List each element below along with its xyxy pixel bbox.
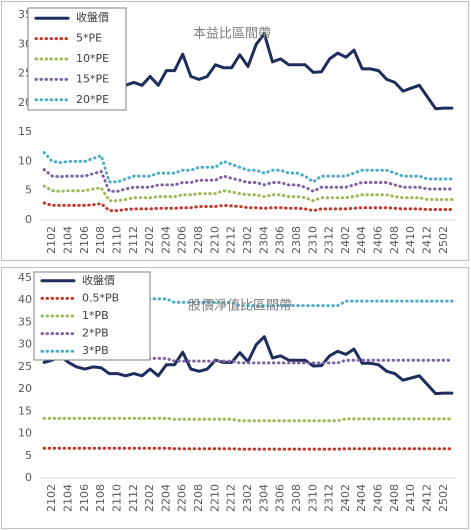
- y-tick-label: 15: [18, 125, 32, 138]
- x-tick-label: 2104: [62, 226, 75, 254]
- y-tick-label: 5: [25, 449, 32, 462]
- x-tick-label: 2210: [208, 484, 221, 512]
- series-line: [42, 446, 454, 451]
- x-tick-label: 2204: [159, 484, 172, 512]
- x-tick-label: 2108: [94, 484, 107, 512]
- x-tick-label: 2410: [404, 226, 417, 254]
- legend-box: [27, 7, 127, 111]
- x-tick-label: 2206: [176, 226, 189, 254]
- annotation: 本益比區間帶: [193, 27, 271, 42]
- x-tick-label: 2302: [241, 484, 254, 512]
- series-line: [42, 168, 454, 193]
- x-tick-label: 2102: [45, 226, 58, 254]
- x-tick-label: 2412: [420, 226, 433, 254]
- legend-label: 收盤價: [76, 10, 109, 24]
- legend-label: 3*PB: [82, 344, 109, 357]
- legend-label: 5*PE: [76, 32, 102, 45]
- x-tick-label: 2310: [306, 226, 319, 254]
- series-line: [42, 201, 454, 213]
- x-tick-label: 2408: [388, 226, 401, 254]
- x-tick-label: 2202: [143, 226, 156, 254]
- x-tick-label: 2410: [404, 484, 417, 512]
- x-tick-label: 2212: [225, 226, 238, 254]
- annotation: 股價淨值比區間帶: [188, 298, 292, 314]
- y-tick-label: 5: [25, 184, 32, 197]
- series-line: [42, 356, 454, 365]
- legend-label: 2*PB: [82, 327, 109, 340]
- x-tick-label: 2210: [208, 226, 221, 254]
- x-tick-label: 2404: [355, 226, 368, 254]
- x-tick-label: 2308: [290, 484, 303, 512]
- legend-label: 0.5*PB: [82, 291, 119, 304]
- y-tick-label: 15: [18, 404, 32, 417]
- x-tick-label: 2106: [78, 484, 91, 512]
- legend-label: 20*PE: [76, 93, 109, 106]
- y-tick-label: 20: [18, 382, 32, 395]
- x-tick-label: 2306: [274, 226, 287, 254]
- y-tick-label: 40: [18, 293, 32, 306]
- y-tick-label: 0: [25, 213, 32, 226]
- y-tick-label: 35: [18, 315, 32, 328]
- x-tick-label: 2406: [372, 484, 385, 512]
- x-tick-label: 2404: [355, 484, 368, 512]
- y-tick-label: 45: [18, 271, 32, 284]
- x-tick-label: 2204: [159, 226, 172, 254]
- x-tick-label: 2408: [388, 484, 401, 512]
- series-line: [42, 151, 454, 184]
- x-tick-label: 2212: [225, 484, 238, 512]
- x-tick-label: 2412: [420, 484, 433, 512]
- y-tick-label: 30: [18, 338, 32, 351]
- legend-label: 15*PE: [76, 72, 109, 85]
- x-tick-label: 2310: [306, 484, 319, 512]
- x-tick-label: 2202: [143, 484, 156, 512]
- legend-label: 10*PE: [76, 52, 109, 65]
- x-tick-label: 2304: [257, 484, 270, 512]
- x-tick-label: 2308: [290, 226, 303, 254]
- legend-label: 1*PB: [82, 309, 109, 322]
- x-tick-label: 2312: [323, 484, 336, 512]
- x-tick-label: 2206: [176, 484, 189, 512]
- x-tick-label: 2402: [339, 484, 352, 512]
- x-tick-label: 2110: [110, 226, 123, 254]
- y-tick-label: 10: [18, 154, 32, 167]
- x-tick-label: 2104: [62, 484, 75, 512]
- x-tick-label: 2112: [127, 484, 140, 512]
- x-tick-label: 2502: [437, 484, 450, 512]
- x-tick-label: 2102: [45, 484, 58, 512]
- x-tick-label: 2302: [241, 226, 254, 254]
- y-tick-label: 25: [18, 360, 32, 373]
- x-tick-label: 2312: [323, 226, 336, 254]
- legend-label: 收盤價: [82, 273, 115, 287]
- series-line: [42, 297, 454, 308]
- x-tick-label: 2406: [372, 226, 385, 254]
- series-line: [42, 184, 454, 203]
- x-tick-label: 2208: [192, 226, 205, 254]
- x-tick-label: 2110: [110, 484, 123, 512]
- x-tick-label: 2108: [94, 226, 107, 254]
- x-tick-label: 2502: [437, 226, 450, 254]
- y-tick-label: 0: [25, 471, 32, 484]
- x-tick-label: 2306: [274, 484, 287, 512]
- x-tick-label: 2106: [78, 226, 91, 254]
- x-tick-label: 2208: [192, 484, 205, 512]
- x-tick-label: 2304: [257, 226, 270, 254]
- y-tick-label: 10: [18, 427, 32, 440]
- x-tick-label: 2112: [127, 226, 140, 254]
- x-tick-label: 2402: [339, 226, 352, 254]
- series-line: [42, 416, 454, 423]
